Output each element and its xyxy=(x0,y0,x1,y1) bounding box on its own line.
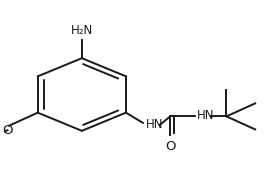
Text: HN: HN xyxy=(196,109,214,122)
Text: O: O xyxy=(2,124,13,137)
Text: H₂N: H₂N xyxy=(71,24,93,37)
Text: HN: HN xyxy=(146,118,163,131)
Text: O: O xyxy=(165,140,176,153)
